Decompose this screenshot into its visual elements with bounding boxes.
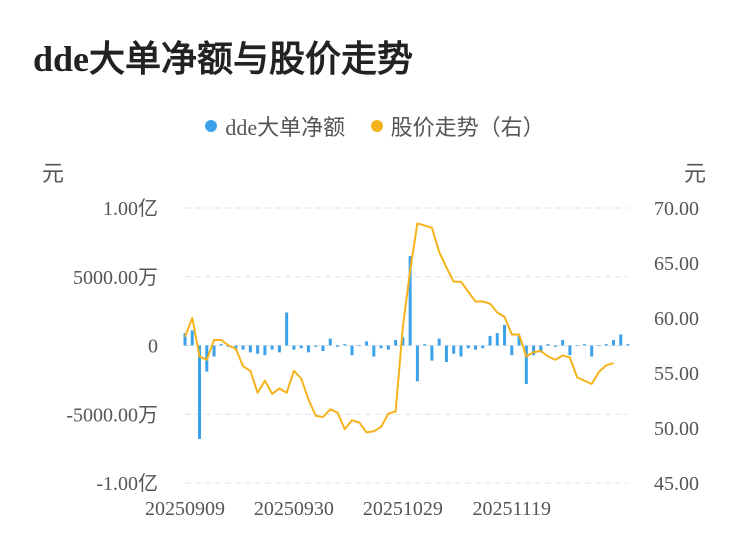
bar xyxy=(379,345,383,349)
left-tick-label: -5000.00万 xyxy=(66,404,158,426)
legend-label-price: 股价走势（右） xyxy=(390,115,545,140)
bar xyxy=(495,333,499,346)
left-tick-label: 5000.00万 xyxy=(73,267,158,289)
bar xyxy=(437,338,441,346)
chart-title: dde大单净额与股价走势 xyxy=(33,39,414,79)
bar xyxy=(285,312,289,346)
x-tick-label: 20250930 xyxy=(254,498,334,520)
bar xyxy=(611,340,615,346)
bar xyxy=(277,345,281,353)
bar xyxy=(394,340,398,346)
bar xyxy=(575,345,579,347)
bar xyxy=(524,345,528,384)
right-tick-label: 55.00 xyxy=(654,363,699,385)
bar xyxy=(248,345,252,353)
bar xyxy=(328,338,332,346)
bar xyxy=(503,324,507,346)
bar xyxy=(539,345,543,353)
bar xyxy=(415,345,419,382)
bar xyxy=(198,345,202,439)
bar xyxy=(481,345,485,349)
legend-marker-price xyxy=(370,120,383,132)
bar xyxy=(306,345,310,353)
bar xyxy=(270,345,274,350)
x-tick-label: 20251029 xyxy=(363,498,443,520)
bar xyxy=(401,337,405,346)
bar xyxy=(219,344,223,346)
legend-label-dde: dde大单净额 xyxy=(225,115,346,140)
right-axis-unit: 元 xyxy=(684,161,707,186)
bar xyxy=(517,335,521,346)
right-tick-label: 60.00 xyxy=(654,308,699,330)
bar xyxy=(350,345,354,356)
bar xyxy=(212,345,216,357)
bar xyxy=(372,345,376,357)
bar xyxy=(256,345,260,354)
bar xyxy=(546,344,550,346)
left-axis-unit: 元 xyxy=(42,161,65,186)
bar xyxy=(343,344,347,346)
right-tick-label: 70.00 xyxy=(654,198,699,220)
legend-marker-dde xyxy=(205,120,218,132)
bar xyxy=(582,344,586,346)
left-tick-label: -1.00亿 xyxy=(96,472,158,495)
legend-item-dde[interactable]: dde大单净额 xyxy=(205,110,345,142)
bar xyxy=(452,345,456,354)
bar xyxy=(263,345,267,356)
bar xyxy=(604,344,608,346)
legend-item-price[interactable]: 股价走势（右） xyxy=(370,110,545,142)
bar xyxy=(314,345,318,347)
x-tick-label: 20250909 xyxy=(145,498,225,520)
bar xyxy=(532,345,536,356)
x-tick-label: 20251119 xyxy=(473,498,552,520)
bar xyxy=(488,335,492,346)
bar xyxy=(473,345,477,350)
bar xyxy=(459,345,463,357)
price-line xyxy=(184,222,614,434)
bar xyxy=(568,345,572,356)
bar xyxy=(510,345,514,356)
bar xyxy=(292,345,296,350)
bar xyxy=(336,345,340,347)
right-tick-label: 45.00 xyxy=(654,473,699,495)
bar xyxy=(466,345,470,349)
bar xyxy=(357,345,361,347)
bar xyxy=(241,345,245,350)
bar xyxy=(299,345,303,349)
bar xyxy=(408,256,412,346)
bar xyxy=(365,341,369,346)
bar xyxy=(561,340,565,346)
bar xyxy=(626,344,630,346)
bar xyxy=(444,345,448,362)
bar xyxy=(321,345,325,351)
right-tick-label: 50.00 xyxy=(654,418,699,440)
bar xyxy=(190,330,194,346)
left-tick-label: 0 xyxy=(148,336,158,358)
legend: dde大单净额 股价走势（右） xyxy=(0,110,750,142)
bar xyxy=(619,334,623,346)
bar xyxy=(234,345,238,350)
right-tick-label: 65.00 xyxy=(654,253,699,275)
bar xyxy=(423,344,427,346)
bar xyxy=(590,345,594,357)
bar xyxy=(597,345,601,347)
bar xyxy=(430,345,434,361)
bar xyxy=(386,345,390,350)
bar xyxy=(553,345,557,347)
left-tick-label: 1.00亿 xyxy=(103,197,158,220)
bar xyxy=(183,333,187,346)
